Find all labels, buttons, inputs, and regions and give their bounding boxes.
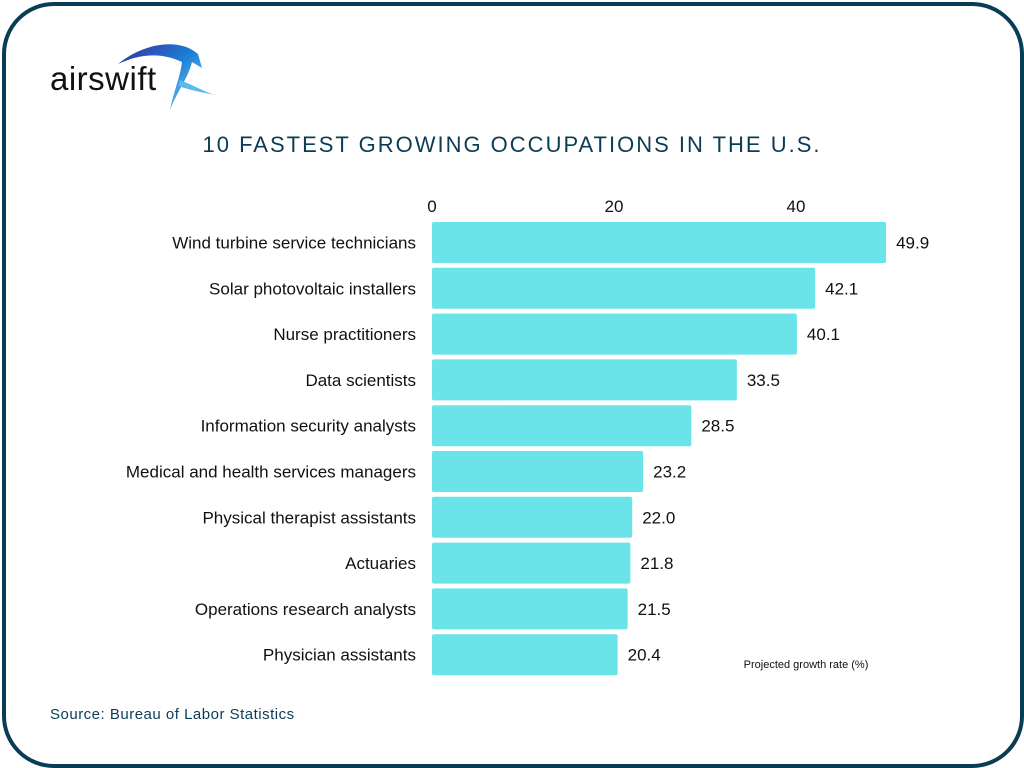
value-label: 22.0 [642,508,675,527]
value-label: 28.5 [701,417,734,436]
category-label: Physical therapist assistants [202,508,416,527]
category-label: Operations research analysts [195,600,416,619]
category-label: Solar photovoltaic installers [209,279,416,298]
bar [432,267,816,309]
category-label: Information security analysts [201,417,416,436]
value-label: 23.2 [653,463,686,482]
bar [432,542,631,584]
chart-title: 10 FASTEST GROWING OCCUPATIONS IN THE U.… [202,132,822,157]
bar [432,405,692,447]
swift-bird-icon [118,44,215,110]
bar [432,496,633,538]
category-label: Data scientists [305,371,416,390]
value-label: 40.1 [807,325,840,344]
value-label: 33.5 [747,371,780,390]
source-note: Source: Bureau of Labor Statistics [50,706,295,723]
bar [432,222,887,263]
x-tick-label: 40 [787,197,806,216]
bar [432,634,618,676]
category-label: Physician assistants [263,646,416,665]
logo-text: airswift [50,60,157,97]
category-label: Wind turbine service technicians [172,234,416,253]
value-label: 21.5 [638,600,671,619]
value-label: 42.1 [825,279,858,298]
category-label: Medical and health services managers [126,463,416,482]
category-label: Actuaries [345,554,416,573]
x-axis-label: Projected growth rate (%) [744,659,869,671]
category-label: Nurse practitioners [273,325,416,344]
bar [432,359,737,401]
value-label: 49.9 [896,234,929,253]
x-tick-label: 20 [605,197,624,216]
value-label: 21.8 [640,554,673,573]
bar [432,451,644,492]
bar [432,588,628,630]
airswift-logo: airswift [50,40,220,115]
value-label: 20.4 [628,646,661,665]
x-tick-label: 0 [427,197,436,216]
bar [432,313,797,355]
